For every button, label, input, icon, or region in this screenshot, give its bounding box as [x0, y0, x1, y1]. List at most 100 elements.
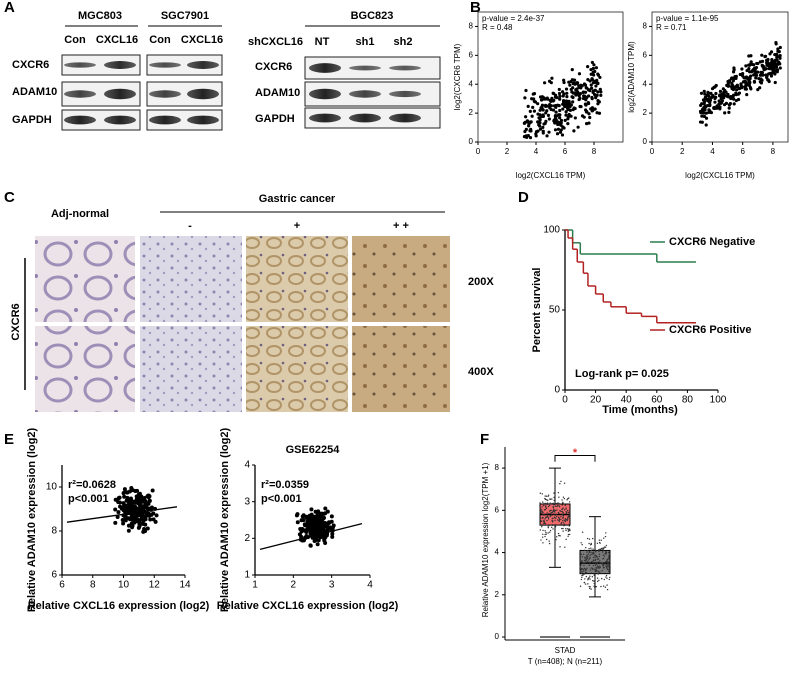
jitter-dot	[601, 562, 604, 564]
column-label: Adj-normal	[51, 208, 109, 220]
jitter-dot	[592, 537, 594, 540]
scatter-dot	[321, 511, 326, 516]
plot-title: GSE62254	[286, 444, 341, 456]
scatter-dot	[595, 111, 599, 115]
scatter-dot	[703, 92, 707, 96]
scatter-dot	[131, 519, 136, 524]
jitter-dot	[542, 517, 544, 519]
scatter-dot	[770, 66, 774, 70]
jitter-dot	[598, 539, 601, 541]
scatter-dot	[596, 90, 600, 94]
y-tick-label: 6	[495, 505, 500, 514]
jitter-dot	[595, 586, 597, 588]
jitter-dot	[600, 577, 603, 580]
jitter-dot	[606, 563, 609, 565]
jitter-dot	[598, 567, 600, 569]
blot-band	[64, 115, 96, 125]
scatter-dot	[750, 62, 754, 67]
scatter-dot	[123, 518, 128, 523]
scatter-dot	[558, 108, 562, 113]
scatter-dot	[527, 124, 531, 128]
jitter-dot	[546, 514, 548, 516]
scatter-dot	[588, 115, 592, 120]
jitter-dot	[567, 511, 570, 514]
scatter-dot	[597, 111, 602, 115]
jitter-dot	[546, 512, 548, 514]
row-label: ADAM10	[12, 86, 57, 98]
jitter-dot	[550, 509, 552, 512]
jitter-dot	[586, 549, 589, 552]
jitter-dot	[608, 556, 610, 558]
scatter-dot	[704, 123, 708, 127]
x-tick-label: 6	[740, 147, 745, 156]
scatter-dot	[548, 102, 552, 107]
scatter-dot	[584, 122, 589, 126]
scatter-dot	[773, 72, 777, 76]
y-tick-label: 8	[51, 526, 57, 537]
scatter-dot	[148, 517, 153, 522]
scatter-dot	[308, 543, 313, 548]
jitter-dot	[596, 580, 599, 583]
scatter-dot	[704, 105, 708, 109]
blot-frame	[146, 109, 223, 131]
scatter-dot	[727, 110, 731, 115]
jitter-dot	[554, 526, 557, 528]
jitter-dot	[587, 583, 589, 585]
scatter-dot	[128, 516, 133, 521]
jitter-dot	[554, 505, 557, 508]
jitter-dot	[595, 570, 598, 572]
scatter-dot	[323, 506, 328, 511]
scatter-dot	[310, 517, 315, 522]
scatter-dot	[553, 128, 558, 132]
scatter-dot	[765, 74, 769, 78]
x-tick-label: 6	[563, 147, 568, 156]
jitter-dot	[545, 538, 548, 541]
jitter-dot	[567, 535, 569, 537]
jitter-dot	[547, 532, 549, 534]
blot-band	[309, 88, 341, 100]
x-tick-label: 4	[367, 580, 373, 591]
scatter-dot	[775, 52, 779, 57]
scatter-dot	[530, 97, 534, 101]
x-axis-label: log2(CXCL16 TPM)	[685, 171, 755, 180]
jitter-dot	[545, 507, 548, 510]
jitter-dot	[567, 528, 570, 530]
scatter-dot	[145, 494, 150, 499]
scatter-dot	[749, 70, 754, 74]
jitter-dot	[539, 523, 542, 526]
scatter-dot	[579, 86, 583, 90]
scatter-dot	[748, 63, 752, 67]
jitter-dot	[554, 509, 557, 512]
jitter-dot	[549, 498, 552, 500]
jitter-dot	[579, 585, 582, 587]
jitter-dot	[551, 520, 554, 522]
stat: p-value = 1.1e-95	[656, 14, 719, 23]
jitter-dot	[580, 542, 582, 544]
jitter-dot	[555, 513, 557, 516]
jitter-dot	[540, 539, 542, 541]
scatter-dot	[561, 125, 565, 129]
scatter-dot	[589, 72, 593, 76]
scatter-dot	[715, 104, 719, 108]
jitter-dot	[540, 509, 543, 511]
jitter-dot	[563, 482, 566, 484]
scatter-dot	[557, 91, 562, 96]
scatter-dot	[541, 114, 545, 118]
jitter-dot	[558, 517, 560, 520]
scatter-dot	[723, 111, 727, 115]
x-tick-label: 2	[291, 580, 297, 591]
jitter-dot	[587, 561, 590, 563]
jitter-dot	[551, 502, 553, 505]
jitter-dot	[547, 505, 550, 508]
jitter-dot	[548, 540, 550, 542]
blot-band	[309, 63, 341, 73]
scatter-dot	[153, 519, 158, 524]
scatter-dot	[571, 100, 575, 104]
jitter-dot	[544, 522, 546, 525]
jitter-dot	[589, 578, 591, 580]
scatter-dot	[545, 134, 549, 138]
jitter-dot	[555, 515, 558, 518]
cell-line: BGC823	[351, 10, 394, 22]
scatter-dot	[142, 527, 147, 532]
scatter-dot	[726, 81, 730, 85]
